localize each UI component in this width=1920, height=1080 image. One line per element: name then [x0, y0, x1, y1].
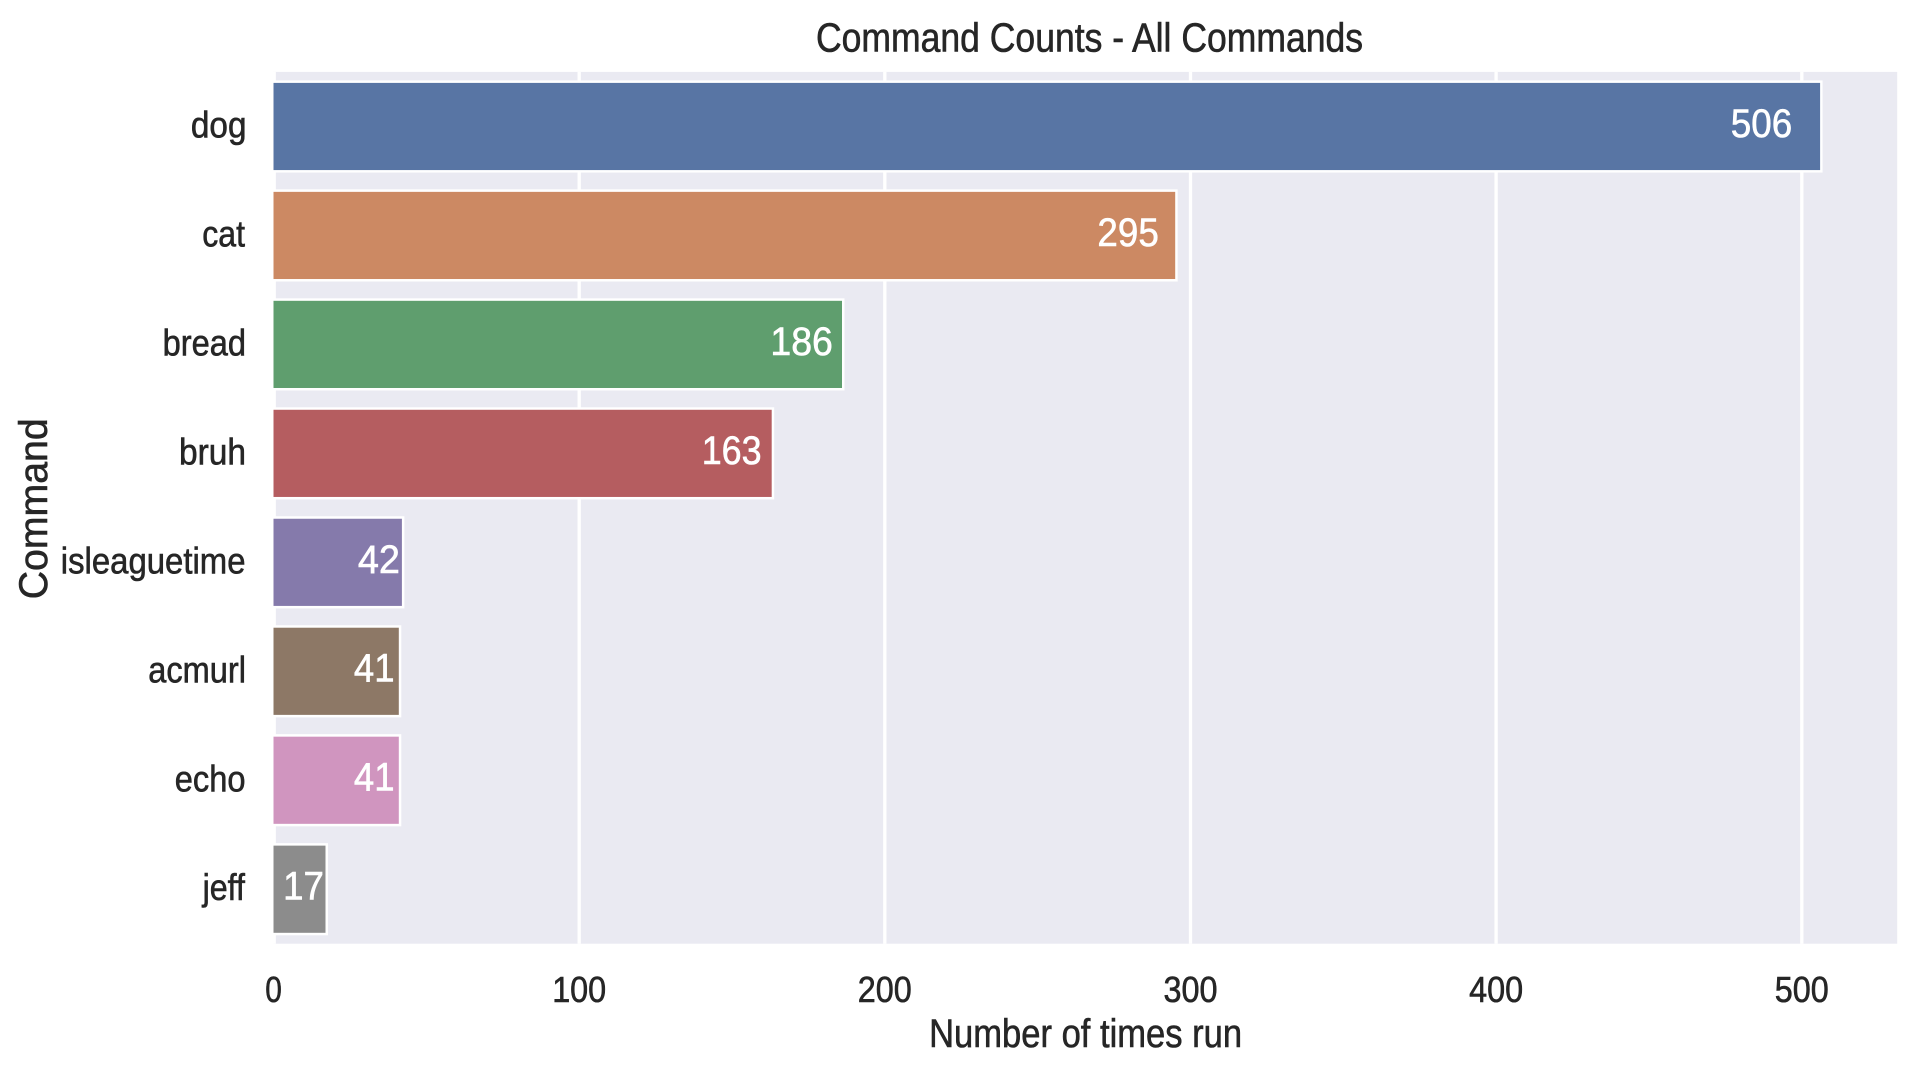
svg-text:506: 506 — [1731, 102, 1792, 146]
svg-text:186: 186 — [770, 320, 833, 364]
svg-text:300: 300 — [1164, 969, 1218, 1010]
svg-text:100: 100 — [552, 969, 606, 1010]
svg-text:200: 200 — [858, 969, 912, 1010]
svg-text:isleaguetime: isleaguetime — [61, 540, 246, 581]
svg-text:jeff: jeff — [202, 867, 246, 908]
svg-text:17: 17 — [283, 865, 324, 909]
svg-text:dog: dog — [191, 105, 247, 146]
svg-text:42: 42 — [358, 538, 400, 582]
svg-text:41: 41 — [354, 647, 395, 691]
svg-text:0: 0 — [265, 969, 282, 1010]
svg-text:Command: Command — [12, 418, 56, 599]
svg-text:acmurl: acmurl — [148, 649, 246, 690]
svg-text:400: 400 — [1469, 969, 1523, 1010]
svg-text:41: 41 — [354, 756, 395, 800]
svg-text:cat: cat — [202, 213, 245, 254]
svg-text:163: 163 — [702, 429, 762, 473]
svg-text:Number of times run: Number of times run — [929, 1012, 1242, 1056]
svg-text:echo: echo — [175, 758, 246, 799]
svg-text:bruh: bruh — [179, 431, 246, 472]
svg-text:295: 295 — [1097, 211, 1158, 255]
svg-text:bread: bread — [163, 322, 246, 363]
svg-text:500: 500 — [1775, 969, 1829, 1010]
svg-text:Command Counts - All Commands: Command Counts - All Commands — [816, 15, 1363, 61]
